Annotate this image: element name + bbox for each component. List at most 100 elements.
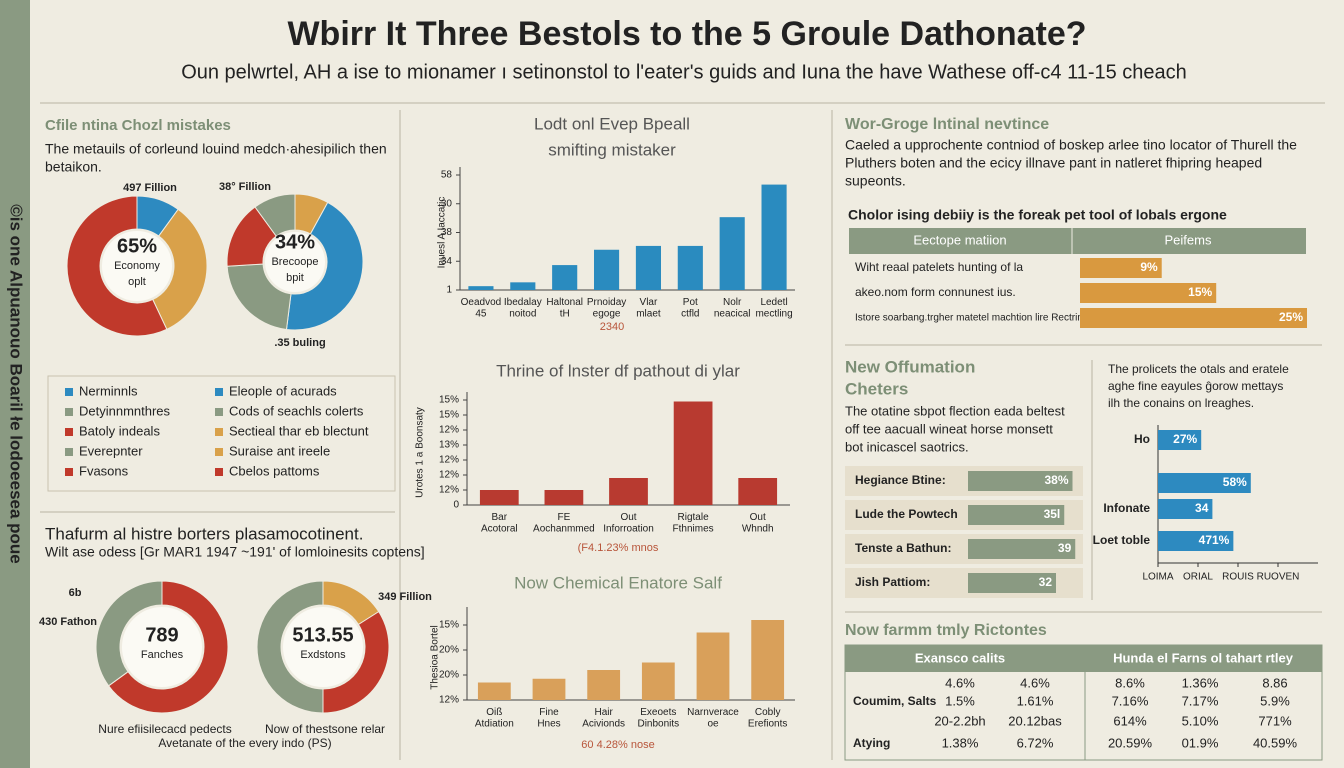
legend-swatch [215, 428, 223, 436]
cell: 7.17% [1182, 693, 1219, 708]
page-title: Wbirr It Three Bestols to the 5 Groule D… [287, 15, 1086, 53]
bar [609, 478, 648, 505]
category-label: Ho [1134, 432, 1150, 446]
cell: 20.59% [1108, 735, 1153, 750]
y-tick-label: 0 [453, 500, 459, 511]
center-label: 34% [275, 231, 315, 253]
x-tick-label: Fine Hnes [537, 707, 560, 730]
bar [1080, 283, 1217, 303]
legend-swatch [65, 408, 73, 416]
bar [968, 505, 1065, 525]
caption: Avetanate of the every indo (PS) [158, 736, 331, 750]
x-tick-label: Ibedalay noitod [504, 297, 542, 320]
value-label: 34 [1195, 501, 1209, 515]
x-tick-label: Oiß Atdiation [475, 707, 514, 730]
category-label: Jish Pattiom: [855, 575, 930, 589]
category-label: akeo.nom form connunest ius. [855, 285, 1016, 299]
pie-slice [95, 580, 163, 687]
cell: 40.59% [1253, 735, 1298, 750]
bar [1158, 430, 1202, 450]
legend-label: Suraise ant ireele [229, 443, 330, 458]
section-text: bot inicascel saotrics. [845, 439, 969, 454]
bar [677, 245, 703, 290]
annotation: 6b [69, 587, 82, 599]
value-label: 35l [1044, 507, 1061, 521]
legend-label: Detyinnmnthres [79, 403, 171, 418]
value-label: 25% [1279, 310, 1303, 324]
section-heading: New Offumation [845, 357, 975, 376]
x-tick-label: ROUIS [1222, 572, 1254, 583]
section-text: off tee aacuall wineat horse monsett [845, 421, 1053, 436]
cell: 4.6% [1020, 675, 1050, 690]
cell: 8.6% [1115, 675, 1145, 690]
category-label: Loet toble [1093, 533, 1151, 547]
pie-hole [265, 232, 325, 292]
pie-hole [122, 607, 202, 687]
pie-slice [107, 580, 229, 714]
bar [696, 632, 730, 700]
category-label: Infonate [1103, 501, 1150, 515]
row-label: Atying [853, 736, 890, 750]
cell: 7.16% [1112, 693, 1149, 708]
cell: 5.10% [1182, 713, 1219, 728]
annotation: .35 buling [274, 337, 325, 349]
bar [738, 478, 778, 505]
legend-swatch [65, 428, 73, 436]
center-label: 513.55 [292, 624, 353, 646]
center-label: oplt [128, 276, 146, 288]
cell: 20.12bas [1008, 713, 1062, 728]
table-header: Hunda el Farns ol tahart rtley [1113, 650, 1294, 665]
cell: 771% [1258, 713, 1292, 728]
center-label: bpit [286, 272, 304, 284]
x-tick-label: Out Inforroation [603, 512, 654, 535]
y-tick-label: 58 [441, 170, 453, 181]
bar [1080, 258, 1162, 278]
center-label: 789 [145, 624, 178, 646]
y-axis-label: Inuesl A Iaccatic [437, 197, 448, 269]
legend-swatch [65, 468, 73, 476]
bar [673, 401, 713, 505]
value-label: 38% [1044, 473, 1068, 487]
center-label: Exdstons [300, 649, 346, 661]
x-tick-label: Rigtale Fthnimes [673, 512, 714, 535]
x-tick-label: Vlar mlaet [636, 297, 661, 320]
pie-slice [285, 201, 364, 331]
x-axis-label: 2340 [600, 321, 624, 333]
bar [968, 573, 1056, 593]
section-text: betaikon. [45, 159, 102, 175]
y-tick-label: 15% [439, 620, 459, 631]
bar [468, 286, 494, 290]
bar [552, 265, 578, 290]
cell: 01.9% [1182, 735, 1219, 750]
x-tick-label: FE Aochanmmed [533, 512, 595, 535]
bar [1158, 499, 1213, 519]
center-label: Fanches [141, 649, 184, 661]
value-label: 39 [1058, 541, 1072, 555]
x-tick-label: RUOVEN [1257, 572, 1300, 583]
bar [751, 620, 785, 700]
x-tick-label: Bar Acotoral [481, 512, 518, 535]
cell: 6.72% [1017, 735, 1054, 750]
cell: 1.61% [1017, 693, 1054, 708]
row-label: Coumim, Salts [853, 694, 937, 708]
legend-box [47, 375, 396, 492]
legend-label: Sectieal thar eb blectunt [229, 423, 369, 438]
x-tick-label: Exeoets Dinbonits [637, 707, 679, 730]
section-subheading: Cholor ising debiiy is the foreak pet to… [848, 207, 1227, 223]
legend-swatch [215, 388, 223, 396]
y-axis-label: Urotes 1 a Boonsaty [415, 407, 426, 498]
bar [761, 184, 787, 290]
value-label: 58% [1223, 475, 1247, 489]
section-text: Pluthers boten and the ecicy illnave pan… [845, 155, 1262, 171]
section-heading: Cfile ntina Chozl mistakes [45, 117, 231, 134]
y-tick-label: 12% [439, 425, 459, 436]
annotation: 38° Fillion [219, 181, 271, 193]
pie-slice [152, 208, 208, 331]
bar [1158, 473, 1251, 493]
x-tick-label: Nolr neacical [714, 297, 751, 320]
y-tick-label: 15% [439, 410, 459, 421]
chart-title: Now Chemical Enatore Salf [514, 573, 722, 592]
x-tick-label: Prnoiday egoge [587, 297, 626, 320]
